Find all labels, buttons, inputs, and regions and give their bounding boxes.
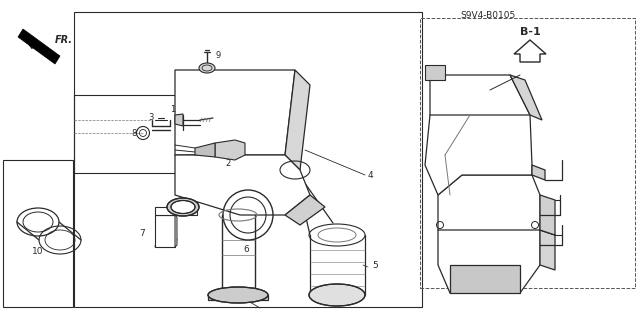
Polygon shape bbox=[532, 165, 545, 180]
Bar bbox=[3, 160, 73, 307]
Polygon shape bbox=[510, 75, 542, 120]
Polygon shape bbox=[175, 155, 310, 215]
Polygon shape bbox=[438, 215, 540, 293]
Text: 3: 3 bbox=[148, 114, 154, 122]
Polygon shape bbox=[514, 40, 546, 62]
Polygon shape bbox=[155, 239, 177, 247]
Polygon shape bbox=[195, 143, 215, 157]
Polygon shape bbox=[438, 175, 540, 230]
Ellipse shape bbox=[208, 287, 268, 303]
Polygon shape bbox=[155, 207, 197, 215]
Polygon shape bbox=[425, 65, 445, 80]
Ellipse shape bbox=[171, 201, 195, 213]
Polygon shape bbox=[18, 29, 60, 64]
Text: B-1: B-1 bbox=[520, 27, 540, 37]
Polygon shape bbox=[175, 114, 183, 126]
Text: 5: 5 bbox=[372, 261, 378, 270]
Polygon shape bbox=[540, 230, 555, 270]
Text: S9V4-B0105: S9V4-B0105 bbox=[460, 11, 515, 19]
Text: 10: 10 bbox=[32, 248, 44, 256]
Polygon shape bbox=[175, 215, 177, 247]
Polygon shape bbox=[425, 85, 532, 195]
Ellipse shape bbox=[167, 198, 199, 216]
Bar bbox=[74, 12, 422, 307]
Bar bbox=[420, 18, 635, 288]
Polygon shape bbox=[450, 265, 520, 293]
Text: 2: 2 bbox=[225, 159, 230, 167]
Ellipse shape bbox=[199, 63, 215, 73]
Polygon shape bbox=[540, 195, 555, 235]
Text: 8: 8 bbox=[131, 129, 136, 137]
Text: FR.: FR. bbox=[55, 35, 73, 45]
Polygon shape bbox=[215, 140, 245, 160]
Polygon shape bbox=[208, 295, 268, 300]
Polygon shape bbox=[285, 70, 310, 170]
Polygon shape bbox=[430, 75, 530, 115]
Bar bbox=[74, 95, 192, 173]
Text: 1: 1 bbox=[170, 106, 175, 115]
Text: 7: 7 bbox=[139, 228, 145, 238]
Polygon shape bbox=[155, 215, 175, 247]
Text: 6: 6 bbox=[243, 246, 249, 255]
Text: 9: 9 bbox=[215, 50, 220, 60]
Polygon shape bbox=[285, 195, 325, 225]
Polygon shape bbox=[175, 70, 295, 155]
Ellipse shape bbox=[309, 284, 365, 306]
Text: 4: 4 bbox=[368, 170, 374, 180]
Polygon shape bbox=[532, 215, 555, 235]
